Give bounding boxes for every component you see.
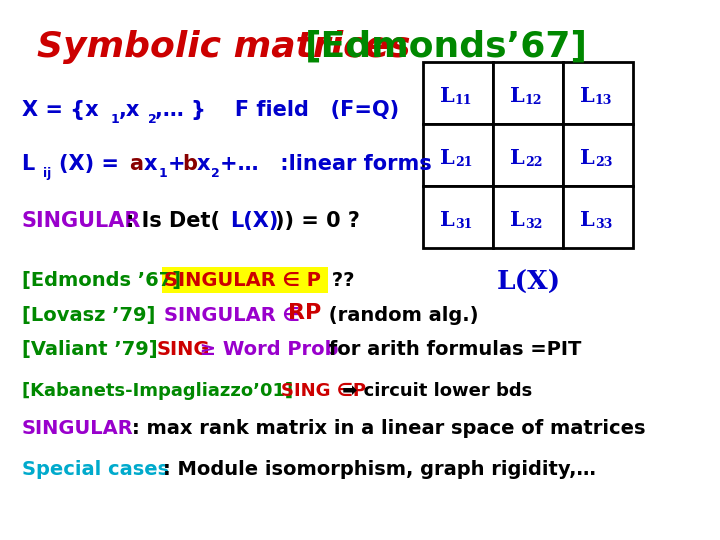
Text: 33: 33 <box>595 218 612 231</box>
Text: SINGULAR: SINGULAR <box>22 418 133 437</box>
Bar <box>563 124 634 186</box>
Text: ➡ circuit lower bds: ➡ circuit lower bds <box>336 382 532 400</box>
Bar <box>423 62 493 124</box>
Text: SINGULAR ∈: SINGULAR ∈ <box>164 306 307 325</box>
Bar <box>493 62 563 124</box>
Text: : max rank matrix in a linear space of matrices: : max rank matrix in a linear space of m… <box>132 418 645 437</box>
Text: ,… }    F field   (F=Q): ,… } F field (F=Q) <box>155 100 399 120</box>
Text: L(X): L(X) <box>496 270 560 295</box>
Bar <box>563 62 634 124</box>
Text: ≥ Word Prob: ≥ Word Prob <box>193 340 338 359</box>
Text: 31: 31 <box>455 218 472 231</box>
Text: +: + <box>168 154 185 174</box>
Text: [Edmonds’67]: [Edmonds’67] <box>305 30 588 64</box>
Text: L: L <box>510 86 525 106</box>
Text: L(X): L(X) <box>230 211 279 231</box>
Text: SING: SING <box>157 340 210 359</box>
Text: L: L <box>22 154 35 174</box>
Text: L: L <box>580 86 595 106</box>
Text: L: L <box>441 86 455 106</box>
Text: x: x <box>144 154 158 174</box>
Text: (X) =: (X) = <box>59 154 126 174</box>
Text: [Kabanets-Impagliazzo’01]: [Kabanets-Impagliazzo’01] <box>22 382 299 400</box>
Bar <box>493 124 563 186</box>
Text: )) = 0 ?: )) = 0 ? <box>275 211 360 231</box>
Text: [Edmonds ’67]: [Edmonds ’67] <box>22 271 194 290</box>
Text: : Is Det(: : Is Det( <box>126 211 220 231</box>
Text: 32: 32 <box>525 218 542 231</box>
Text: ij: ij <box>43 167 51 180</box>
Text: L: L <box>441 148 455 168</box>
Text: 2: 2 <box>211 167 220 180</box>
Text: L: L <box>441 210 455 230</box>
Text: for arith formulas =PIT: for arith formulas =PIT <box>322 340 581 359</box>
Text: 12: 12 <box>525 94 542 107</box>
Text: L: L <box>510 148 525 168</box>
Text: L: L <box>510 210 525 230</box>
Text: SING ∈P: SING ∈P <box>281 382 366 400</box>
Text: 22: 22 <box>525 156 542 169</box>
Bar <box>423 186 493 248</box>
Text: 2: 2 <box>148 113 156 126</box>
Text: SINGULAR ∈ P: SINGULAR ∈ P <box>164 271 321 290</box>
Text: L: L <box>580 210 595 230</box>
Text: 1: 1 <box>158 167 167 180</box>
Text: ,x: ,x <box>119 100 140 120</box>
Bar <box>423 124 493 186</box>
Text: : Module isomorphism, graph rigidity,…: : Module isomorphism, graph rigidity,… <box>163 460 596 479</box>
Text: x: x <box>197 154 210 174</box>
Bar <box>563 186 634 248</box>
Text: RP: RP <box>288 303 321 323</box>
Text: 11: 11 <box>455 94 472 107</box>
Text: b: b <box>182 154 197 174</box>
Text: 23: 23 <box>595 156 612 169</box>
Text: Symbolic matrices: Symbolic matrices <box>37 30 411 64</box>
Text: [Valiant ’79]: [Valiant ’79] <box>22 340 164 359</box>
Text: [Lovasz ’79]: [Lovasz ’79] <box>22 306 175 325</box>
Bar <box>493 186 563 248</box>
Text: 13: 13 <box>595 94 612 107</box>
Text: ??: ?? <box>325 271 355 290</box>
Bar <box>162 267 328 293</box>
Text: SINGULAR: SINGULAR <box>22 211 141 231</box>
Text: L: L <box>580 148 595 168</box>
Text: 21: 21 <box>455 156 472 169</box>
Text: a: a <box>130 154 143 174</box>
Text: (random alg.): (random alg.) <box>322 306 478 325</box>
Text: X = {x: X = {x <box>22 100 98 120</box>
Text: +…   :linear forms: +… :linear forms <box>220 154 431 174</box>
Text: Special cases: Special cases <box>22 460 168 479</box>
Text: 1: 1 <box>111 113 120 126</box>
